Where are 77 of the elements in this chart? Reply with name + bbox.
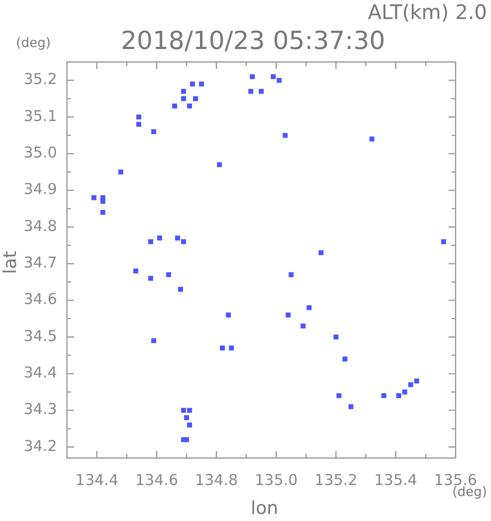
x-tick-label: 134.6 bbox=[135, 470, 178, 489]
point bbox=[228, 346, 234, 350]
point bbox=[381, 393, 386, 398]
point bbox=[193, 96, 198, 102]
point bbox=[286, 312, 291, 318]
point bbox=[248, 88, 254, 94]
point bbox=[258, 88, 264, 94]
point bbox=[187, 104, 192, 108]
point bbox=[300, 324, 306, 328]
point bbox=[181, 88, 186, 94]
point bbox=[100, 210, 106, 215]
point bbox=[288, 272, 294, 278]
y-tick-label: 35.2 bbox=[24, 70, 57, 88]
point bbox=[402, 390, 408, 394]
point bbox=[151, 338, 156, 344]
point bbox=[133, 268, 138, 274]
point bbox=[190, 82, 195, 86]
point bbox=[336, 393, 342, 398]
point bbox=[172, 104, 178, 108]
point bbox=[100, 198, 106, 204]
point bbox=[184, 415, 190, 420]
x-axis-title: lon bbox=[250, 498, 280, 519]
text: (deg) bbox=[16, 36, 51, 51]
point bbox=[226, 312, 231, 318]
point bbox=[276, 78, 282, 83]
point bbox=[166, 272, 172, 278]
point bbox=[414, 378, 420, 384]
point bbox=[306, 305, 312, 310]
y-tick-label: 34.4 bbox=[24, 364, 57, 382]
point bbox=[148, 276, 154, 281]
point bbox=[282, 132, 288, 138]
point bbox=[181, 239, 186, 244]
point bbox=[396, 393, 402, 398]
point bbox=[187, 408, 192, 413]
point bbox=[334, 334, 338, 340]
point bbox=[270, 74, 276, 80]
y-tick-label: 34.3 bbox=[24, 400, 57, 418]
y-tick-label: 35.1 bbox=[24, 106, 57, 125]
y-tick-label: 34.2 bbox=[24, 436, 57, 455]
y-tick-label: 34.6 bbox=[24, 290, 57, 308]
y-tick-label: 34.7 bbox=[24, 254, 57, 272]
y-axis-title: lat bbox=[0, 250, 21, 274]
point bbox=[151, 129, 156, 134]
point bbox=[250, 74, 255, 80]
point bbox=[216, 162, 222, 168]
point bbox=[184, 437, 190, 442]
point bbox=[175, 236, 180, 240]
point bbox=[91, 195, 96, 200]
text: ALT(km) 2.0 bbox=[368, 0, 487, 24]
point bbox=[157, 236, 162, 240]
x-tick-label: 134.8 bbox=[194, 470, 238, 489]
point bbox=[369, 136, 374, 142]
x-tick-label: 135.2 bbox=[314, 470, 358, 489]
point bbox=[136, 114, 142, 120]
x-tick-label: 135.4 bbox=[374, 470, 418, 489]
point bbox=[220, 346, 225, 350]
point bbox=[118, 170, 124, 174]
y-tick-label: 34.5 bbox=[24, 326, 57, 345]
point bbox=[318, 250, 324, 256]
point bbox=[187, 422, 192, 428]
point bbox=[148, 239, 154, 244]
point bbox=[441, 239, 446, 244]
point bbox=[136, 122, 142, 127]
x-tick-label: 134.4 bbox=[75, 470, 118, 489]
y-tick-label: 34.8 bbox=[24, 216, 57, 235]
point bbox=[181, 408, 186, 413]
y-tick-label: 35.0 bbox=[24, 144, 57, 162]
chart-title: 2018/10/23 05:37:30 bbox=[120, 26, 386, 55]
y-tick-label: 34.9 bbox=[24, 180, 57, 198]
point bbox=[408, 382, 414, 388]
point bbox=[348, 404, 354, 410]
x-tick-label: 135.0 bbox=[254, 470, 298, 489]
text: (deg) bbox=[452, 485, 487, 500]
point bbox=[342, 356, 348, 362]
point bbox=[199, 82, 204, 86]
point bbox=[178, 286, 184, 292]
point bbox=[181, 96, 186, 102]
